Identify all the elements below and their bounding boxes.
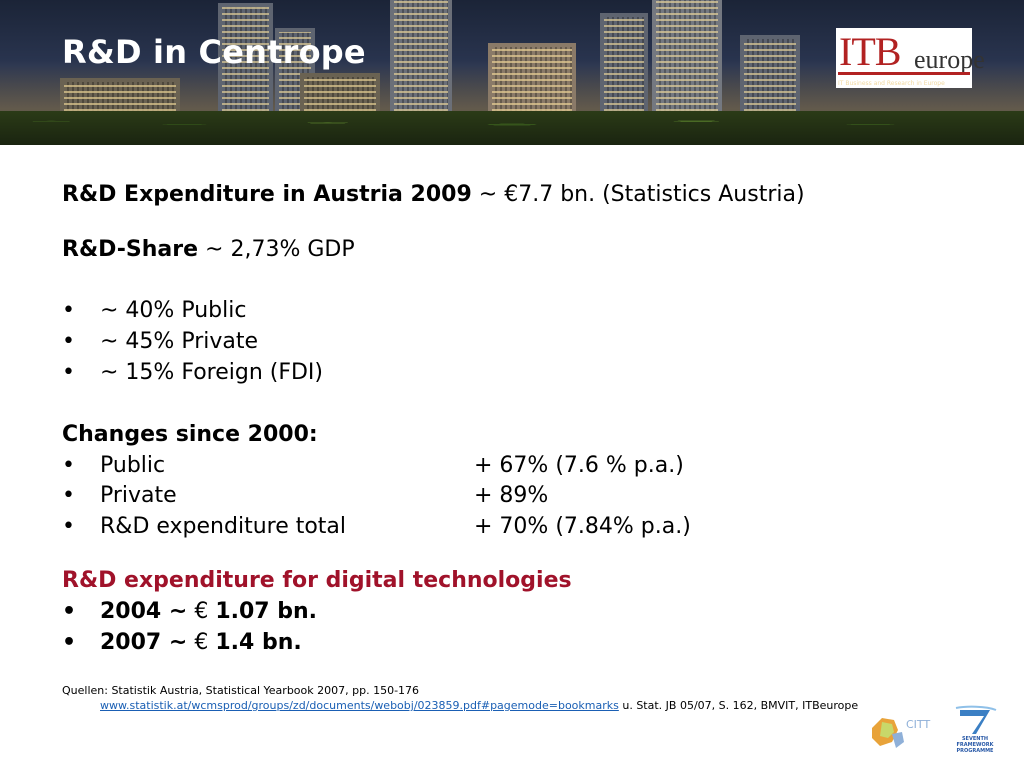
list-item-text: ~ 40% Public: [100, 298, 247, 323]
logo-brand-main: ITB: [839, 29, 901, 74]
sources-link[interactable]: www.statistik.at/wcmsprod/groups/zd/docu…: [100, 699, 619, 712]
logo-brand-sub: europe: [914, 45, 985, 74]
skyline-building: [740, 35, 800, 123]
share-line: R&D-Share ~ 2,73% GDP: [62, 236, 355, 264]
share-value: ~ 2,73% GDP: [198, 237, 355, 262]
change-label: Private: [100, 483, 177, 508]
digital-item: 2007 ~ € 1.4 bn.: [100, 629, 302, 657]
sources-line: Quellen: Statistik Austria, Statistical …: [62, 684, 420, 697]
sources-suffix: u. Stat. JB 05/07, S. 162, BMVIT, ITBeur…: [618, 699, 859, 712]
page-title: R&D in Centrope: [62, 33, 366, 71]
digital-year: 2007 ~: [100, 630, 188, 655]
euro-sign: €: [187, 599, 216, 624]
skyline-building: [600, 13, 648, 123]
digital-heading: R&D expenditure for digital technologies: [62, 568, 572, 593]
skyline-building: [488, 43, 576, 123]
change-label: R&D expenditure total: [100, 514, 347, 539]
list-item-text: ~ 15% Foreign (FDI): [100, 360, 324, 385]
logo-tagline: IT Business and Research in Europe: [838, 80, 945, 87]
citt-logo: CITT: [872, 718, 930, 748]
fp7-label: SEVENTH FRAMEWORK PROGRAMME: [956, 736, 994, 754]
logo-underline: [838, 72, 970, 75]
change-value: + 70% (7.84% p.a.): [474, 514, 691, 539]
change-label: Public: [100, 453, 166, 478]
change-value: + 89%: [474, 483, 549, 508]
skyline-building: [218, 3, 273, 123]
digital-amount: 1.4 bn.: [215, 630, 302, 655]
expenditure-line: R&D Expenditure in Austria 2009 ~ €7.7 b…: [62, 181, 805, 209]
digital-amount: 1.07 bn.: [215, 599, 318, 624]
bullet: •: [62, 483, 75, 508]
euro-sign: €: [187, 630, 216, 655]
bullet: •: [62, 514, 75, 539]
share-label: R&D-Share: [62, 237, 199, 262]
changes-heading: Changes since 2000:: [62, 422, 318, 447]
digital-year: 2004 ~: [100, 599, 188, 624]
header-banner: R&D in Centrope ITB europe IT Business a…: [0, 0, 1024, 145]
list-item-text: ~ 45% Private: [100, 329, 259, 354]
bullet: •: [62, 630, 77, 655]
expenditure-value: ~ €7.7 bn. (Statistics Austria): [471, 182, 805, 207]
citt-text: CITT: [906, 718, 930, 731]
bullet: •: [62, 298, 75, 323]
change-value: + 67% (7.6 % p.a.): [474, 453, 684, 478]
bullet: •: [62, 329, 75, 354]
fp7-logo: [952, 705, 997, 736]
bullet: •: [62, 599, 77, 624]
bullet: •: [62, 360, 75, 385]
expenditure-label: R&D Expenditure in Austria 2009: [62, 182, 472, 207]
tree-line: [0, 111, 1024, 145]
skyline-building: [390, 0, 452, 123]
bullet: •: [62, 453, 75, 478]
skyline-building: [652, 0, 722, 123]
digital-item: 2004 ~ € 1.07 bn.: [100, 598, 317, 626]
sources-link-line: www.statistik.at/wcmsprod/groups/zd/docu…: [100, 699, 858, 712]
itb-europe-logo: ITB europe: [836, 28, 985, 88]
